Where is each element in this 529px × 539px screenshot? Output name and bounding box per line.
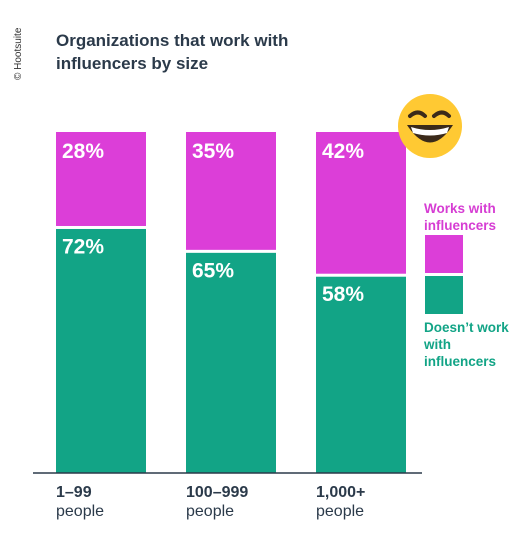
legend-label-works: Works with influencers bbox=[424, 201, 497, 233]
x-tick-label-2-1: people bbox=[316, 503, 364, 520]
chart-title: Organizations that work with influencers… bbox=[56, 31, 289, 73]
data-label-doesnt-1: 65% bbox=[192, 259, 234, 282]
x-tick-label-0-0: 1–99 bbox=[56, 484, 92, 501]
x-tick-label-0-1: people bbox=[56, 503, 104, 520]
bar-works-0 bbox=[56, 132, 146, 226]
data-label-works-0: 28% bbox=[62, 140, 104, 163]
legend-swatch-doesnt bbox=[425, 276, 463, 314]
legend-swatch-works bbox=[425, 235, 463, 273]
bar-works-2 bbox=[316, 132, 406, 274]
bar-doesnt-0 bbox=[56, 228, 146, 473]
bar-works-1 bbox=[186, 132, 276, 250]
data-label-works-1: 35% bbox=[192, 140, 234, 163]
data-label-doesnt-0: 72% bbox=[62, 235, 104, 258]
bar-doesnt-2 bbox=[316, 276, 406, 473]
grinning-face-emoji-icon bbox=[398, 94, 462, 158]
x-tick-label-1-1: people bbox=[186, 503, 234, 520]
legend-label-doesnt: Doesn’t work with influencers bbox=[424, 320, 509, 369]
x-tick-label-2-0: 1,000+ bbox=[316, 484, 365, 501]
x-tick-label-1-0: 100–999 bbox=[186, 484, 248, 501]
data-label-works-2: 42% bbox=[322, 140, 364, 163]
bar-doesnt-1 bbox=[186, 252, 276, 473]
data-label-doesnt-2: 58% bbox=[322, 283, 364, 306]
